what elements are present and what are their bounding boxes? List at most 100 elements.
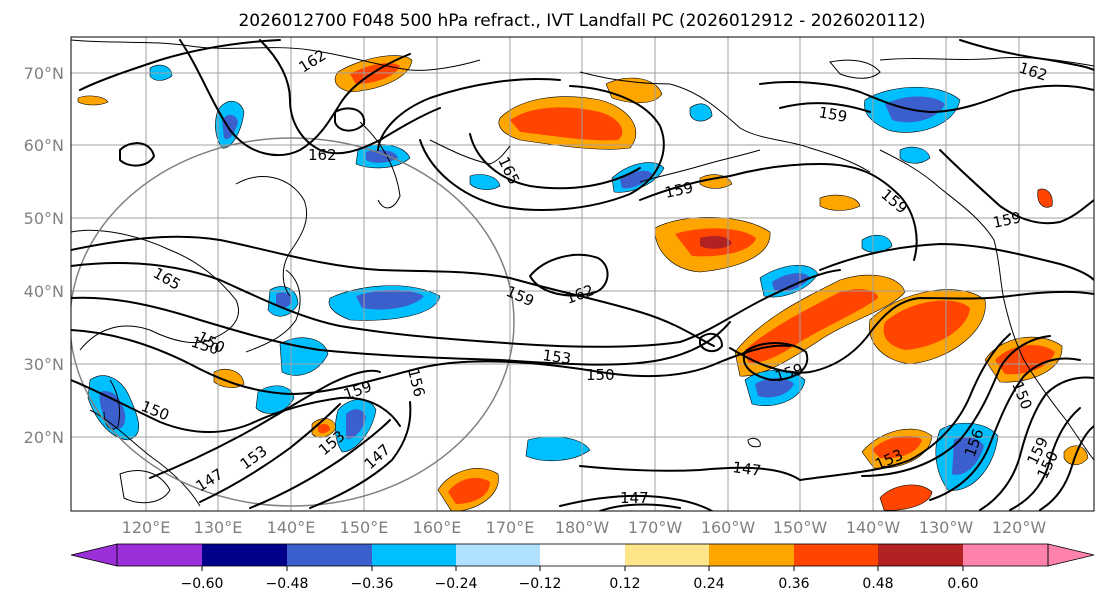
coastline-canada-interior: [879, 56, 1094, 67]
contour-line: [639, 163, 918, 261]
contour-line: [799, 333, 1011, 481]
contour-label: 162: [308, 146, 337, 164]
coastline-aleutians: [639, 149, 761, 183]
lon-label: 150°E: [340, 518, 389, 537]
colorbar-segment: [963, 544, 1048, 566]
colorbar-tick-label: −0.48: [266, 576, 309, 592]
pos-anomaly-siberia-core: [350, 63, 400, 84]
pos-anomaly-west-pacific: [213, 369, 245, 388]
coastline-east-asia: [71, 229, 239, 351]
pos-anomaly-aleutian: [699, 174, 733, 189]
map-panel: 162 162 165 159 159 159 159 165 159 162 …: [71, 37, 1094, 511]
colorbar-segment: [287, 544, 372, 566]
colorbar-tick-label: −0.36: [351, 576, 394, 592]
coastline-chukotka: [429, 139, 511, 165]
neg-anomaly-sw-a: [279, 337, 329, 376]
colorbar-segment: [878, 544, 963, 566]
colorbar-segment: [372, 544, 456, 566]
colorbar-tick-label: 0.24: [693, 576, 724, 592]
contour-line: [309, 401, 412, 509]
colorbar-segment: [794, 544, 878, 566]
contour-line: [979, 376, 1094, 511]
pos-anomaly-band-core: [745, 289, 878, 363]
map-gridlines: [71, 37, 1094, 511]
contour-line: [71, 379, 401, 433]
coastline-west-canada: [879, 149, 1094, 461]
lat-label: 40°N: [24, 282, 64, 301]
neg-anomaly-canada: [899, 146, 931, 164]
lat-label: 70°N: [24, 64, 64, 83]
colorbar-segment: [625, 544, 709, 566]
contour-line: [79, 39, 281, 91]
coastline-asia-mainland: [89, 409, 201, 507]
colorbar-ticks: [201, 566, 964, 571]
neg-anomaly-central-core: [755, 378, 794, 398]
colorbar-tick-label: −0.12: [519, 576, 562, 592]
contour-line: [729, 290, 1094, 374]
contour-line: [929, 357, 1081, 501]
shaded-anomaly-fields: [77, 55, 1089, 511]
pos-anomaly-coast: [1037, 188, 1053, 208]
colorbar-extend-min: [70, 543, 118, 567]
contour-line: [529, 253, 609, 297]
contour-line: [959, 39, 1094, 71]
colorbar-tick-label: 0.60: [947, 576, 978, 592]
neg-anomaly-kuril: [469, 174, 501, 190]
contour-line: [259, 39, 441, 155]
contour-label: 150: [586, 366, 615, 384]
pos-anomaly-gulf: [819, 194, 861, 211]
pos-anomaly-arctic-small: [77, 95, 109, 106]
neg-anomaly-japan-blue-core: [276, 292, 292, 309]
map-frame: [70, 36, 1095, 512]
lon-label: 160°E: [413, 518, 462, 537]
contour-line: [469, 133, 641, 190]
pos-anomaly-california-core: [995, 345, 1055, 375]
pos-anomaly-south-b: [879, 484, 933, 511]
latitude-labels: 70°N 60°N 50°N 40°N 30°N 20°N: [24, 64, 64, 447]
contour-line: [1009, 407, 1081, 511]
contour-label: 147: [620, 489, 649, 507]
pos-anomaly-bering-core: [510, 107, 623, 141]
contour-line: [249, 419, 391, 509]
contour-label: 159: [991, 208, 1023, 232]
pos-anomaly-east-pacific-core: [883, 300, 970, 350]
neg-anomaly-north-pacific-core: [356, 290, 424, 310]
contour-line: [71, 261, 841, 348]
colorbar-extend-max: [1047, 543, 1095, 567]
coastlines: [71, 39, 1094, 507]
contour-line: [119, 142, 155, 167]
lon-label: 130°W: [919, 518, 974, 537]
lat-label: 50°N: [24, 209, 64, 228]
colorbar-frame: [116, 543, 1049, 567]
colorbar-segment: [202, 544, 287, 566]
coastline-japan: [245, 269, 301, 353]
coastline-islands-north: [829, 59, 881, 79]
colorbar: −0.60 −0.48 −0.36 −0.24 −0.12 0.12 0.24 …: [70, 543, 1095, 592]
lon-label: 120°E: [122, 518, 171, 537]
contour-line: [334, 107, 366, 132]
contour-line: [779, 102, 871, 113]
contour-line: [699, 332, 723, 352]
pos-anomaly-pacific-a-max: [700, 236, 732, 249]
contour-line: [149, 369, 381, 479]
contour-line: [579, 465, 801, 481]
neg-anomaly-bc: [861, 234, 893, 253]
neg-anomaly-typhoon-core: [346, 409, 366, 439]
neg-anomaly-siberia-a-core: [222, 114, 238, 140]
lat-label: 20°N: [24, 428, 64, 447]
contour-line: [377, 77, 561, 151]
neg-anomaly-hawaii-core: [952, 436, 984, 475]
pos-anomaly-tropics-core: [448, 477, 490, 504]
lon-label: 140°W: [846, 518, 901, 537]
contour-line: [199, 403, 341, 503]
colorbar-tick-label: 0.12: [609, 576, 640, 592]
pos-anomaly-japan-core: [318, 423, 330, 434]
colorbar-segment: [117, 544, 202, 566]
lon-label: 130°E: [194, 518, 243, 537]
colorbar-segment: [709, 544, 794, 566]
contour-line: [759, 81, 1094, 113]
contour-line: [861, 335, 1051, 477]
neg-anomaly-kamchatka-core: [366, 150, 398, 163]
contour-line: [559, 494, 713, 511]
